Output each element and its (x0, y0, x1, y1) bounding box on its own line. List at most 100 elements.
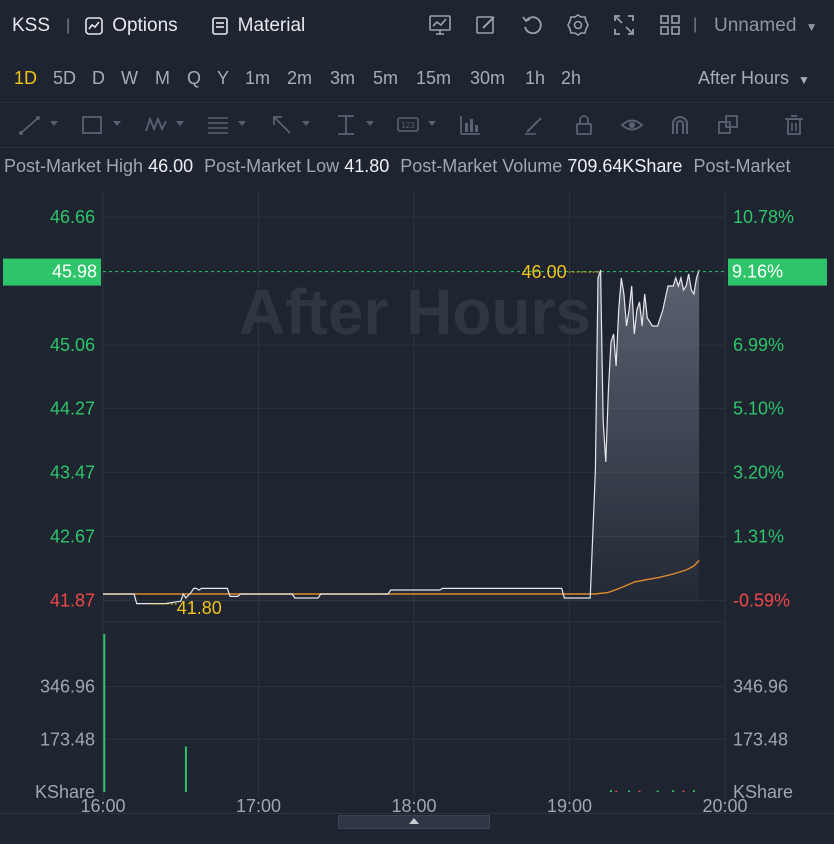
pattern-icon[interactable] (144, 113, 168, 137)
period-1d[interactable]: 1D (14, 68, 38, 88)
layers-icon[interactable] (716, 113, 740, 137)
period-5m[interactable]: 5m (373, 68, 399, 88)
high-label: Post-Market High (4, 156, 144, 176)
period-30m[interactable]: 30m (470, 68, 506, 88)
fullscreen-icon[interactable] (612, 13, 636, 37)
period-1m[interactable]: 1m (245, 68, 271, 88)
y-axis-left-label: 43.47 (50, 462, 95, 482)
chevron-down-icon[interactable] (428, 121, 436, 126)
volume-axis-right-label: 346.96 (733, 677, 788, 697)
ticker-symbol[interactable]: KSS (12, 15, 51, 36)
volume-bar (692, 790, 695, 792)
header-actions (428, 13, 682, 37)
chevron-down-icon[interactable] (302, 121, 310, 126)
chevron-down-icon[interactable] (176, 121, 184, 126)
chevron-down-icon[interactable] (50, 121, 58, 126)
measure-icon[interactable] (334, 113, 358, 137)
high-value: 46.00 (148, 156, 194, 176)
layout-name: Unnamed (714, 15, 797, 36)
chevron-up-icon[interactable] (409, 818, 419, 824)
options-chart-icon (85, 17, 103, 35)
volume-bar (184, 746, 187, 792)
high-annotation: 46.00 (522, 262, 567, 282)
session-label: After Hours (698, 68, 790, 88)
y-axis-left-label: 45.06 (50, 335, 95, 355)
settings-gear-icon[interactable] (566, 13, 590, 37)
arrow-icon[interactable] (270, 113, 294, 137)
rectangle-icon[interactable] (80, 113, 104, 137)
drawing-pen-icon[interactable] (474, 13, 498, 37)
divider: | (66, 17, 71, 34)
period-1h[interactable]: 1h (525, 68, 546, 88)
lock-icon[interactable] (572, 113, 596, 137)
period-15m[interactable]: 15m (416, 68, 452, 88)
volume-axis-left-label: 173.48 (40, 729, 95, 749)
chevron-down-icon: ▼ (805, 20, 818, 34)
chevron-down-icon: ▼ (798, 73, 810, 87)
drawing-toolbar: 123 (0, 102, 834, 148)
session-selector[interactable]: After Hours ▼ (698, 68, 810, 89)
volume-bar (609, 790, 612, 792)
low-annotation: 41.80 (177, 598, 222, 618)
divider: | (693, 16, 698, 33)
volume-bar (103, 634, 106, 792)
magnet-icon[interactable] (668, 113, 692, 137)
trend-line-icon[interactable] (18, 113, 42, 137)
volume-value: 709.64KShare (567, 156, 683, 176)
volume-bar (656, 790, 659, 792)
y-axis-left-label: 46.66 (50, 207, 95, 227)
period-5d[interactable]: 5D (53, 68, 77, 88)
y-axis-right-label: 1.31% (733, 526, 784, 546)
price-line (103, 269, 700, 605)
post-market-info-bar: Post-Market High 46.00 Post-Market Low 4… (4, 156, 834, 177)
period-m[interactable]: M (155, 68, 170, 88)
volume-label: Post-Market Volume (400, 156, 563, 176)
grid-layout-icon[interactable] (658, 13, 682, 37)
volume-axis-right-label: 173.48 (733, 729, 788, 749)
period-d[interactable]: D (92, 68, 105, 88)
y-axis-right-label: 3.20% (733, 462, 784, 482)
period-q[interactable]: Q (187, 68, 202, 88)
volume-bar (638, 790, 641, 792)
volume-unit-right: KShare (733, 782, 793, 802)
refresh-icon[interactable] (520, 13, 544, 37)
period-2h[interactable]: 2h (561, 68, 582, 88)
layout-selector[interactable]: Unnamed ▼ (714, 15, 818, 37)
period-y[interactable]: Y (217, 68, 230, 88)
eye-icon[interactable] (620, 113, 644, 137)
x-axis-label: 16:00 (80, 796, 125, 813)
svg-text:123: 123 (401, 121, 415, 130)
volume-axis-left-label: 346.96 (40, 677, 95, 697)
low-label: Post-Market Low (204, 156, 340, 176)
fibonacci-icon[interactable] (206, 113, 230, 137)
brush-icon[interactable] (522, 113, 546, 137)
period-3m[interactable]: 3m (330, 68, 356, 88)
period-bar: 1D 5D D W M Q Y 1m 2m 3m 5m 15m 30m 1h 2h (0, 58, 834, 102)
histogram-icon[interactable] (458, 113, 482, 137)
period-w[interactable]: W (121, 68, 138, 88)
chevron-down-icon[interactable] (366, 121, 374, 126)
material-button[interactable]: Material (210, 15, 305, 37)
y-axis-left-label: 44.27 (50, 398, 95, 418)
price-label-icon[interactable]: 123 (396, 113, 420, 137)
last-price-tag (3, 258, 101, 286)
document-icon (211, 17, 228, 35)
indicator-chart-icon[interactable] (428, 13, 452, 37)
chevron-down-icon[interactable] (113, 121, 121, 126)
options-button[interactable]: Options (84, 15, 178, 37)
last-pct-tag-label: 9.16% (732, 262, 783, 282)
x-axis-label: 18:00 (391, 796, 436, 813)
low-value: 41.80 (344, 156, 390, 176)
y-axis-left-label: 42.67 (50, 526, 95, 546)
period-2m[interactable]: 2m (287, 68, 313, 88)
x-axis-label: 17:00 (236, 796, 281, 813)
trash-icon[interactable] (782, 113, 806, 137)
trailing-label: Post-Market (693, 156, 791, 176)
y-axis-right-label: 5.10% (733, 398, 784, 418)
last-pct-tag (728, 258, 827, 286)
volume-bar (682, 790, 685, 792)
chevron-down-icon[interactable] (238, 121, 246, 126)
y-axis-right-label: -0.59% (733, 590, 790, 610)
x-axis-label: 20:00 (702, 796, 747, 813)
